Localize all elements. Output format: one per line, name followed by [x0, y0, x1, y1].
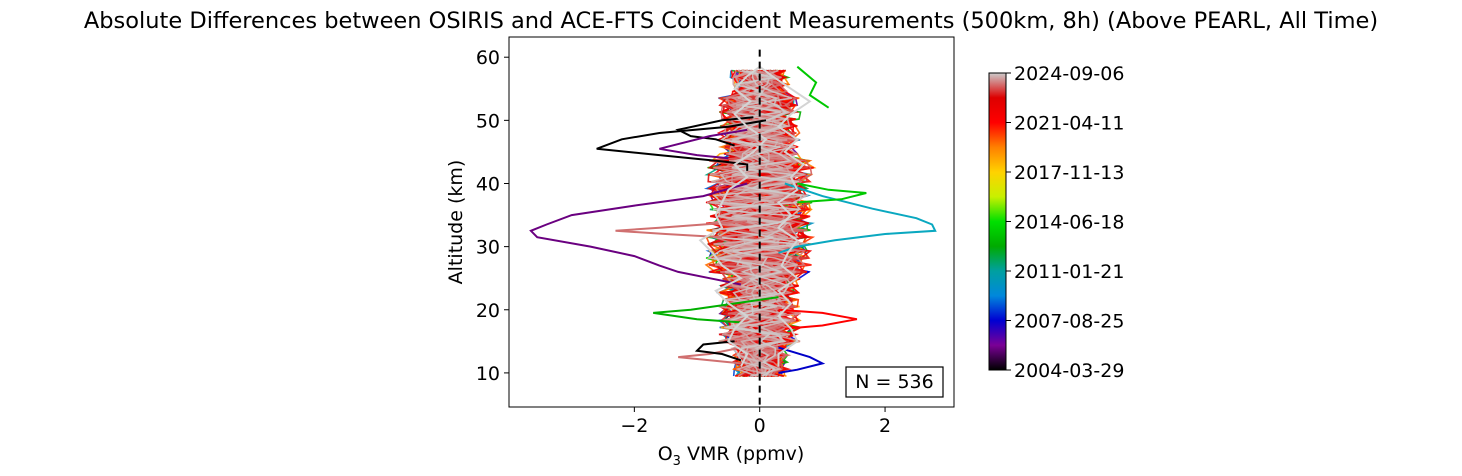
y-axis: 10 20 30 40 50 60 [476, 47, 509, 385]
profile-line [615, 220, 748, 239]
profile-line [778, 346, 826, 374]
colorbar-tick-label: 2007-08-25 [1014, 311, 1124, 333]
profile-line [797, 182, 867, 204]
x-axis-label: O3 VMR (ppmv) [658, 443, 805, 469]
profile-line [759, 65, 812, 367]
x-tick-label: 2 [879, 415, 891, 437]
plot-area [508, 36, 955, 408]
colorbar-gradient [988, 72, 1007, 371]
colorbar-tick-label: 2014-06-18 [1014, 212, 1124, 234]
profile-line [596, 119, 767, 171]
profile-line [529, 182, 748, 286]
y-tick-label: 20 [476, 300, 500, 322]
x-tick-label: 0 [754, 415, 766, 437]
plot-frame [508, 36, 955, 408]
colorbar-tick-label: 2011-01-21 [1014, 261, 1124, 283]
profile-line [678, 346, 742, 365]
y-axis-label: Altitude (km) [445, 160, 467, 285]
colorbar-tick-label: 2024-09-06 [1014, 63, 1124, 85]
profile-line [796, 65, 830, 109]
x-tick-label: −2 [620, 415, 648, 437]
colorbar-tick-label: 2021-04-11 [1014, 113, 1124, 135]
profile-line [659, 128, 748, 160]
profile-line [778, 182, 937, 254]
sample-count-label: N = 536 [855, 371, 933, 393]
y-tick-label: 30 [476, 237, 500, 259]
y-tick-label: 60 [476, 47, 500, 69]
profile-line [778, 308, 858, 330]
colorbar-tick-label: 2017-11-13 [1014, 162, 1124, 184]
y-tick-label: 10 [476, 363, 500, 385]
y-tick-label: 40 [476, 173, 500, 195]
colorbar: 2024-09-06 2021-04-11 2017-11-13 2014-06-18… [988, 63, 1124, 382]
profile-line [694, 340, 742, 362]
profile-line [653, 296, 779, 324]
colorbar-tick-label: 2004-03-29 [1014, 360, 1124, 382]
x-axis: −2 0 2 [620, 407, 891, 437]
colorbar-ticks: 2024-09-06 2021-04-11 2017-11-13 2014-06-18… [1006, 63, 1124, 382]
chart-title: Absolute Differences between OSIRIS and … [84, 8, 1378, 34]
profile-line [698, 65, 768, 368]
profile-highlights [529, 65, 937, 374]
sample-count-box: N = 536 [845, 366, 944, 398]
profile-line [675, 116, 754, 147]
profile-line [713, 69, 799, 377]
y-tick-label: 50 [476, 110, 500, 132]
